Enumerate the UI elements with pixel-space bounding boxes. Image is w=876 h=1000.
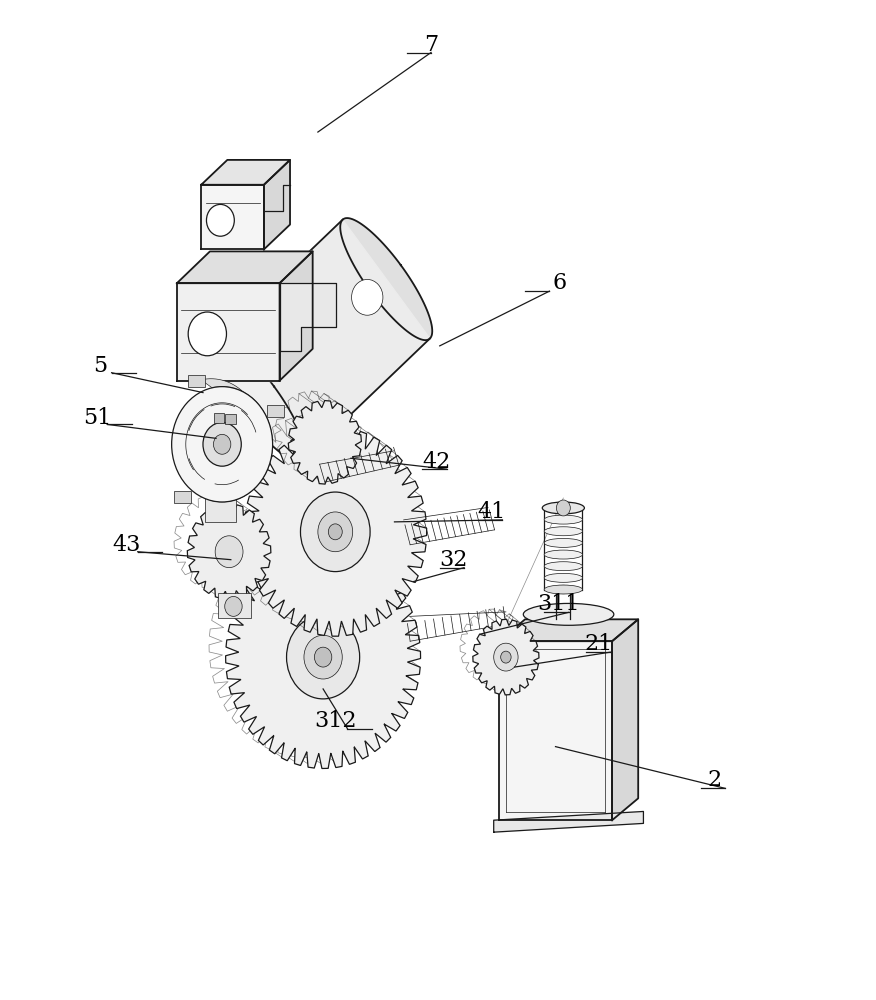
Polygon shape <box>244 427 427 636</box>
Text: 7: 7 <box>424 34 438 56</box>
Ellipse shape <box>523 603 614 625</box>
Polygon shape <box>201 160 290 185</box>
Polygon shape <box>499 641 612 820</box>
Text: 21: 21 <box>585 633 613 655</box>
Polygon shape <box>494 811 644 832</box>
Ellipse shape <box>544 585 583 594</box>
Circle shape <box>214 434 231 454</box>
Text: 51: 51 <box>82 407 111 429</box>
Ellipse shape <box>544 550 583 559</box>
Ellipse shape <box>542 502 584 514</box>
Circle shape <box>215 536 243 568</box>
Circle shape <box>328 524 343 540</box>
Circle shape <box>318 512 353 552</box>
Circle shape <box>286 615 360 699</box>
Polygon shape <box>177 251 313 283</box>
Ellipse shape <box>544 538 583 547</box>
Polygon shape <box>340 218 432 340</box>
Circle shape <box>225 596 242 616</box>
Bar <box>218 593 251 618</box>
Ellipse shape <box>544 503 583 512</box>
Polygon shape <box>214 340 306 462</box>
Polygon shape <box>612 619 639 820</box>
Circle shape <box>172 387 272 502</box>
Ellipse shape <box>544 562 583 571</box>
Ellipse shape <box>544 573 583 582</box>
Bar <box>267 405 285 417</box>
Circle shape <box>304 635 343 679</box>
Ellipse shape <box>555 586 571 593</box>
Bar <box>214 413 224 423</box>
Circle shape <box>556 500 570 516</box>
Polygon shape <box>279 251 313 381</box>
Text: 43: 43 <box>112 534 140 556</box>
Circle shape <box>314 647 332 667</box>
Circle shape <box>501 651 511 663</box>
Polygon shape <box>279 283 336 351</box>
Polygon shape <box>187 504 271 599</box>
Text: 32: 32 <box>440 549 468 571</box>
Polygon shape <box>201 185 264 249</box>
Circle shape <box>494 643 518 671</box>
Text: 6: 6 <box>553 272 567 294</box>
Ellipse shape <box>544 527 583 536</box>
Polygon shape <box>288 401 362 484</box>
Bar <box>225 414 236 424</box>
Bar <box>188 375 206 387</box>
Bar <box>173 491 191 503</box>
Text: 2: 2 <box>708 769 722 791</box>
Circle shape <box>300 492 370 572</box>
Polygon shape <box>215 220 430 460</box>
Text: 311: 311 <box>537 593 579 615</box>
Polygon shape <box>177 283 279 381</box>
Polygon shape <box>264 160 290 249</box>
Text: 42: 42 <box>422 451 450 473</box>
Circle shape <box>351 279 383 315</box>
Bar <box>205 497 236 522</box>
Polygon shape <box>499 619 639 641</box>
Polygon shape <box>226 546 420 768</box>
Circle shape <box>188 312 227 356</box>
Text: 41: 41 <box>477 501 506 523</box>
Polygon shape <box>201 379 272 502</box>
Text: 5: 5 <box>93 355 108 377</box>
Text: 312: 312 <box>314 710 357 732</box>
Ellipse shape <box>544 515 583 524</box>
Circle shape <box>203 422 241 466</box>
Polygon shape <box>473 619 539 695</box>
Circle shape <box>207 204 234 236</box>
